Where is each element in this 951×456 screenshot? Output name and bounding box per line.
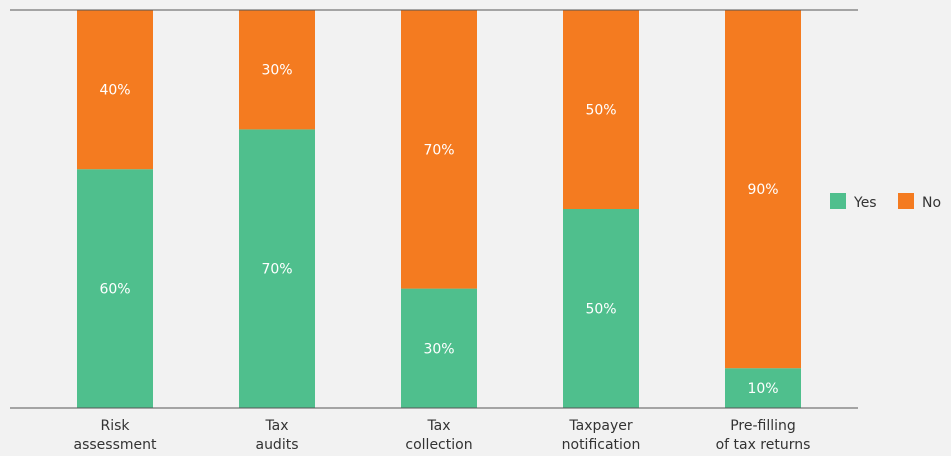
category-label-3-line-1: Tax (426, 418, 450, 434)
category-label-4-line-2: notification (562, 437, 641, 453)
category-label-5-line-2: of tax returns (716, 437, 811, 453)
category-label-4-line-1: Taxpayer (568, 418, 632, 434)
data-label-no-5: 90% (747, 182, 778, 198)
bar-yes-2 (239, 129, 315, 408)
category-label-2-line-2: audits (255, 437, 298, 453)
bar-yes-1 (77, 169, 153, 408)
data-label-no-4: 50% (585, 103, 616, 119)
bar-yes-3 (401, 288, 477, 408)
value-labels-group: 60% 40% 70% 30% 30% 70% 50% 50% 10% 90% (99, 63, 778, 397)
bar-no-4 (563, 10, 639, 209)
data-label-yes-5: 10% (747, 381, 778, 397)
category-label-2-line-1: Tax (264, 418, 288, 434)
data-label-yes-2: 70% (261, 262, 292, 278)
data-label-yes-4: 50% (585, 302, 616, 318)
category-label-1-line-2: assessment (74, 437, 157, 453)
data-label-yes-3: 30% (423, 341, 454, 357)
bar-yes-5 (725, 368, 801, 408)
data-label-no-2: 30% (261, 63, 292, 79)
category-labels-group: Risk assessment Tax audits Tax collection Taxp… (74, 418, 811, 453)
bar-no-1 (77, 10, 153, 170)
bar-no-5 (725, 10, 801, 369)
bar-yes-4 (563, 209, 639, 408)
legend-swatch-yes (830, 193, 846, 209)
legend-label-no: No (922, 195, 941, 211)
bar-no-2 (239, 10, 315, 130)
data-label-no-1: 40% (99, 83, 130, 99)
bar-no-3 (401, 10, 477, 289)
category-label-1-line-1: Risk (100, 418, 130, 434)
category-label-3-line-2: collection (405, 437, 472, 453)
data-label-yes-1: 60% (99, 282, 130, 298)
bars-group (77, 10, 801, 408)
data-label-no-3: 70% (423, 142, 454, 158)
legend-label-yes: Yes (853, 195, 877, 211)
category-label-5-line-1: Pre-filling (730, 418, 796, 434)
legend: Yes No (830, 193, 941, 211)
legend-swatch-no (898, 193, 914, 209)
